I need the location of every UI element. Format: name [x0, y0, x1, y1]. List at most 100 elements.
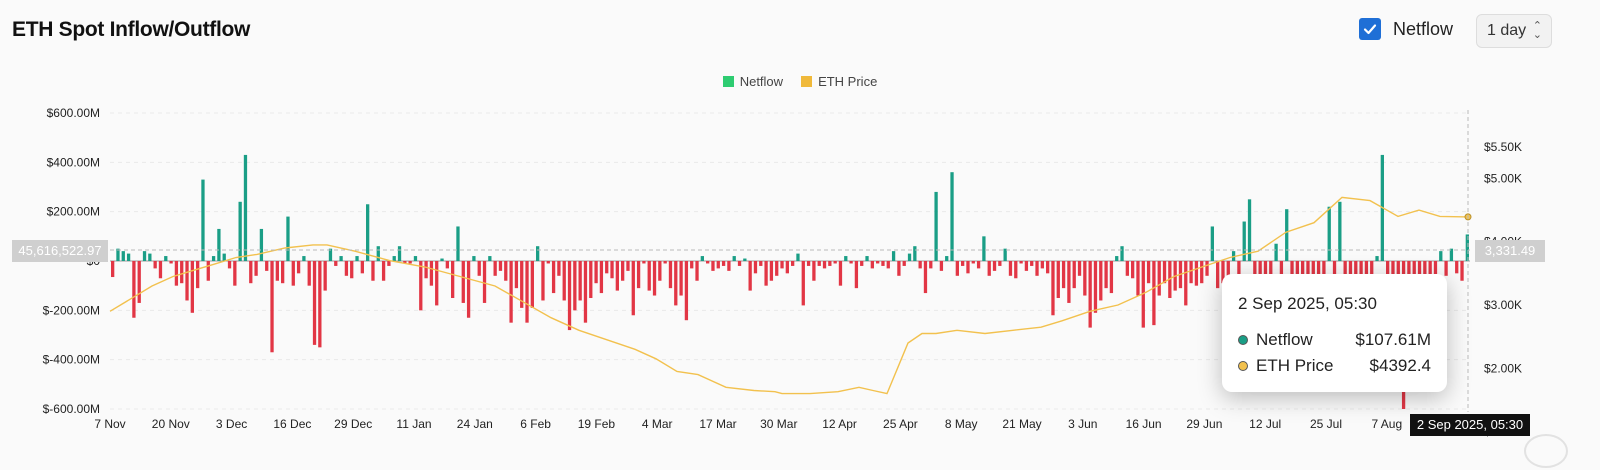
- netflow-bar: [360, 261, 364, 274]
- netflow-bar: [196, 261, 200, 289]
- netflow-bar: [583, 261, 588, 323]
- netflow-checkbox[interactable]: [1359, 18, 1381, 40]
- netflow-bar: [153, 261, 157, 269]
- netflow-bar: [828, 261, 832, 266]
- netflow-bar: [164, 256, 168, 261]
- netflow-bar: [610, 261, 614, 279]
- netflow-bar: [281, 261, 285, 284]
- interval-select[interactable]: 1 day ⌃ ⌄: [1476, 14, 1552, 48]
- netflow-bar: [796, 253, 800, 261]
- netflow-bar: [1051, 261, 1055, 316]
- netflow-bar: [435, 261, 439, 306]
- netflow-bar: [148, 253, 152, 261]
- netflow-bar: [1030, 261, 1034, 266]
- legend-label-price: ETH Price: [818, 74, 878, 89]
- netflow-bar: [626, 261, 630, 271]
- netflow-bar: [1157, 261, 1161, 296]
- netflow-bar: [366, 204, 370, 261]
- netflow-bar: [658, 261, 662, 281]
- x-tick-label: 3 Dec: [216, 417, 247, 431]
- netflow-bar: [1444, 261, 1448, 276]
- netflow-bar: [328, 248, 333, 261]
- netflow-bar: [690, 261, 694, 269]
- netflow-bar: [498, 261, 503, 271]
- netflow-bar: [711, 261, 715, 271]
- netflow-bar: [1120, 246, 1124, 261]
- netflow-bar: [652, 261, 657, 296]
- netflow-bar: [227, 261, 232, 269]
- netflow-bar: [174, 261, 179, 286]
- x-tick-label: 25 Apr: [883, 417, 918, 431]
- netflow-bar: [206, 261, 210, 281]
- check-icon: [1363, 24, 1377, 35]
- netflow-bar: [116, 248, 120, 261]
- chart-tooltip: 2 Sep 2025, 05:30 Netflow $107.61M ETH P…: [1222, 274, 1447, 392]
- netflow-bar: [424, 261, 428, 279]
- netflow-bar: [376, 246, 380, 261]
- netflow-bar: [1146, 261, 1151, 284]
- netflow-bar: [1136, 261, 1140, 296]
- netflow-bar: [998, 261, 1002, 266]
- netflow-toggle-label: Netflow: [1393, 18, 1454, 39]
- netflow-bar: [1327, 206, 1331, 261]
- y-right-tick-label: $5.00K: [1484, 171, 1522, 185]
- netflow-bar: [392, 256, 396, 261]
- netflow-bar: [477, 261, 481, 276]
- netflow-bar: [169, 261, 173, 264]
- netflow-bar: [865, 256, 869, 261]
- netflow-bar: [1093, 261, 1098, 313]
- x-tick-label: 7 Nov: [94, 417, 125, 431]
- netflow-bar: [881, 261, 885, 266]
- netflow-bar: [275, 261, 279, 281]
- tooltip-date: 2 Sep 2025, 05:30: [1238, 294, 1377, 313]
- netflow-bar: [764, 261, 768, 286]
- y-left-tick-label: $-200.00M: [43, 303, 100, 317]
- netflow-bar: [1290, 261, 1294, 281]
- netflow-bar: [243, 154, 248, 261]
- legend-item-price[interactable]: ETH Price: [801, 74, 877, 89]
- netflow-bar: [514, 261, 519, 289]
- tooltip-netflow-label: Netflow: [1256, 330, 1313, 349]
- netflow-bar: [1460, 261, 1464, 281]
- netflow-bar: [1269, 261, 1273, 284]
- legend-item-netflow[interactable]: Netflow: [722, 74, 783, 89]
- netflow-bar: [132, 261, 136, 318]
- netflow-bar: [567, 261, 572, 331]
- netflow-bar: [530, 261, 534, 308]
- x-tick-label: 6 Feb: [520, 417, 551, 431]
- netflow-bar: [950, 172, 954, 261]
- netflow-bar: [323, 261, 327, 291]
- netflow-bar: [520, 261, 524, 308]
- netflow-bar: [806, 261, 811, 266]
- netflow-toggle[interactable]: Netflow: [1359, 18, 1453, 40]
- legend-swatch-price: [801, 76, 813, 87]
- netflow-bar: [142, 251, 147, 261]
- netflow-bar: [440, 258, 444, 261]
- chart-legend: Netflow ETH Price: [0, 74, 1600, 89]
- netflow-bar: [121, 251, 125, 261]
- netflow-bar: [238, 201, 242, 261]
- netflow-bar: [1035, 261, 1039, 276]
- netflow-bar: [344, 261, 349, 276]
- netflow-bar: [350, 261, 354, 279]
- netflow-bar: [222, 253, 226, 261]
- netflow-bar: [1332, 261, 1337, 286]
- netflow-bar: [1354, 261, 1358, 279]
- netflow-bar: [1162, 261, 1167, 284]
- netflow-bar: [488, 256, 492, 261]
- netflow-bar: [249, 261, 253, 284]
- netflow-bar: [695, 261, 699, 281]
- netflow-bar: [1455, 261, 1459, 274]
- netflow-bar: [413, 256, 418, 261]
- netflow-bar: [1152, 261, 1156, 326]
- netflow-bar: [190, 261, 194, 313]
- netflow-bar: [976, 261, 981, 269]
- netflow-bar: [578, 261, 582, 301]
- netflow-bar: [706, 261, 710, 264]
- x-tick-label: 20 Nov: [152, 417, 190, 431]
- netflow-bar: [1014, 261, 1018, 279]
- netflow-bar: [1237, 261, 1241, 279]
- tooltip-row-price: ETH Price $4392.4: [1238, 356, 1431, 376]
- netflow-bar: [509, 261, 513, 323]
